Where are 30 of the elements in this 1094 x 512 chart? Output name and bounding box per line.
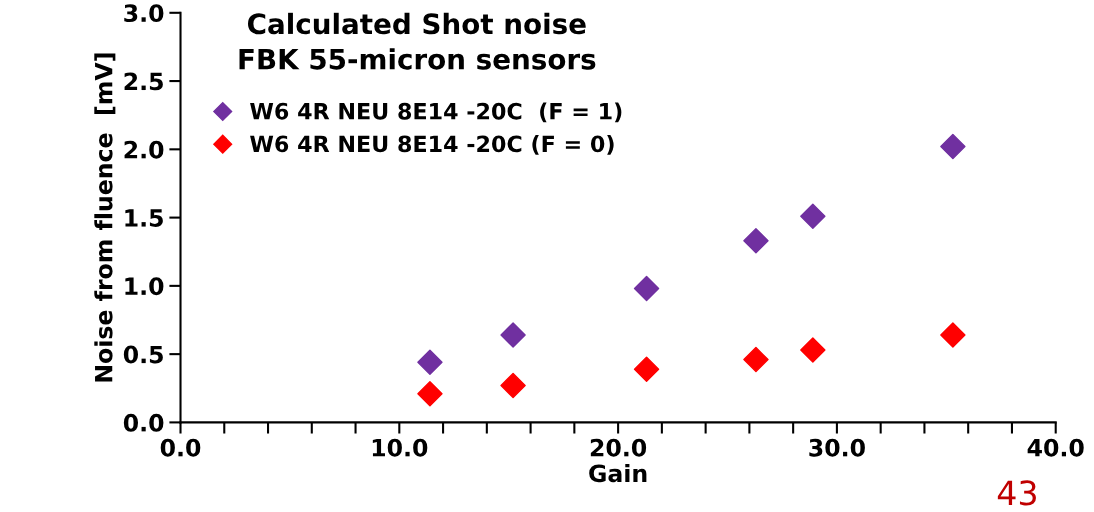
y-tick-label: 3.0	[124, 4, 164, 23]
legend-label: W6 4R NEU 8E14 -20C (F = 0)	[250, 135, 614, 155]
x-axis-title: Gain	[589, 464, 647, 483]
x-tick-label: 10.0	[372, 438, 428, 457]
y-tick-label: 0.5	[123, 345, 163, 364]
y-axis-title: Noise from fluence [mV]	[94, 53, 116, 382]
point	[743, 228, 769, 254]
point	[633, 356, 660, 382]
y-tick-label: 1.5	[125, 209, 163, 227]
point	[500, 372, 526, 399]
point	[417, 349, 443, 376]
x-tick-label: 40.0	[1027, 438, 1084, 457]
y-tick-label: 2.5	[124, 72, 163, 91]
point	[800, 203, 826, 229]
point	[743, 346, 769, 373]
text: Calculated Shot noise FBK 55-micron sensors	[239, 12, 596, 70]
y-tick-label: 0.0	[123, 413, 164, 432]
legend-label: W6 4R NEU 8E14 -20C (F = 1)	[250, 102, 622, 123]
point	[800, 337, 826, 363]
x-tick-label: 0.0	[160, 438, 201, 457]
x-tick-label: 30.0	[809, 438, 865, 457]
point	[940, 322, 966, 348]
point	[633, 275, 660, 302]
point	[500, 322, 526, 348]
point	[417, 381, 443, 407]
y-tick-label: 2.0	[124, 140, 164, 159]
y-tick-label: 1.0	[125, 277, 164, 296]
x-tick-label: 20.0	[590, 438, 647, 457]
point	[940, 133, 966, 160]
text: 43	[997, 480, 1036, 506]
